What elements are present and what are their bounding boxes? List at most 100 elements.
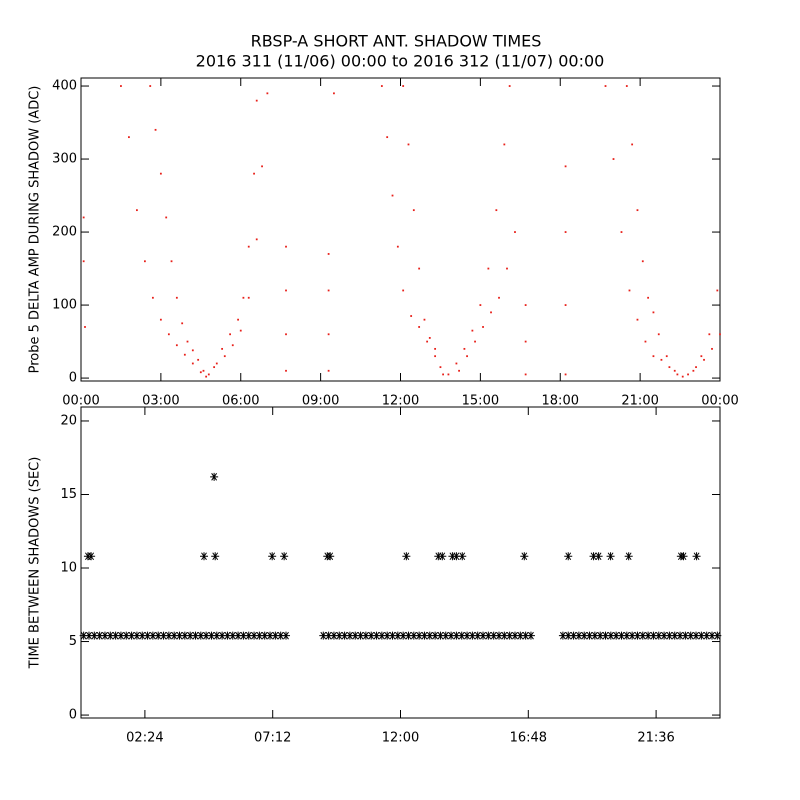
data-point (670, 631, 679, 640)
data-point (665, 355, 668, 358)
data-point (396, 245, 399, 248)
data-point (191, 631, 200, 640)
data-point (207, 631, 216, 640)
data-point (428, 337, 431, 339)
data-point (463, 347, 466, 350)
data-point (490, 311, 492, 314)
y-tick-label: 200 (52, 225, 77, 240)
data-point (601, 631, 610, 640)
data-point (380, 85, 383, 87)
data-point (697, 631, 706, 640)
data-point (649, 631, 658, 640)
data-point (434, 347, 437, 350)
data-point (82, 260, 85, 263)
data-point (181, 322, 184, 325)
data-point (229, 333, 231, 336)
data-point (215, 362, 218, 365)
data-point (508, 85, 511, 87)
data-point (234, 631, 243, 640)
data-point (327, 253, 330, 255)
data-point (692, 552, 701, 561)
data-point (657, 333, 660, 336)
data-point (84, 631, 93, 640)
y-tick-label: 5 (69, 634, 77, 649)
data-point (132, 631, 141, 640)
data-point (393, 631, 402, 640)
x-tick-label: 00:00 (62, 394, 99, 409)
data-point (285, 245, 287, 248)
x-tick-label: 06:00 (222, 394, 259, 409)
data-point (692, 369, 695, 372)
data-point (425, 631, 434, 640)
data-point (420, 631, 429, 640)
data-point (210, 472, 219, 481)
data-point (191, 349, 194, 352)
data-point (660, 358, 663, 361)
data-point (495, 209, 498, 212)
chart-title: RBSP-A SHORT ANT. SHADOW TIMES (251, 32, 542, 51)
data-point (644, 340, 647, 343)
data-point (505, 631, 514, 640)
data-point (340, 631, 349, 640)
x-tick-label: 09:00 (302, 394, 339, 409)
data-point (495, 631, 504, 640)
data-point (116, 631, 125, 640)
data-point (574, 631, 583, 640)
data-point (276, 631, 285, 640)
data-point (404, 631, 413, 640)
data-point (474, 340, 476, 343)
data-point (647, 296, 650, 299)
data-point (122, 631, 131, 640)
data-point (280, 552, 289, 561)
y-tick-label: 15 (60, 487, 77, 502)
data-point (695, 366, 697, 369)
data-point (700, 355, 703, 358)
data-point (468, 631, 477, 640)
data-point (503, 143, 506, 146)
y-tick-label: 10 (60, 561, 77, 576)
data-point (183, 353, 186, 356)
data-point (558, 631, 567, 640)
data-point (386, 136, 389, 139)
data-point (186, 631, 195, 640)
x-tick-label: 21:00 (621, 394, 658, 409)
data-point (399, 631, 408, 640)
data-point (268, 552, 277, 561)
data-point (412, 209, 415, 212)
data-point (439, 366, 442, 369)
x-tick-label: 07:12 (254, 731, 291, 746)
data-point (482, 326, 484, 328)
data-point (367, 631, 376, 640)
data-point (324, 631, 333, 640)
data-point (218, 631, 227, 640)
data-point (239, 329, 242, 332)
y-tick-label: 0 (69, 371, 77, 386)
data-point (628, 289, 631, 292)
data-point (253, 172, 255, 175)
data-point (668, 366, 671, 369)
x-tick-label: 12:00 (382, 394, 419, 409)
data-point (665, 631, 674, 640)
data-point (564, 231, 567, 233)
data-point (660, 631, 669, 640)
data-point (329, 631, 338, 640)
data-point (391, 194, 394, 197)
data-point (636, 209, 639, 212)
data-point (239, 631, 248, 640)
data-point (590, 631, 599, 640)
data-point (197, 358, 200, 361)
x-tick-label: 21:36 (637, 731, 674, 746)
data-point (383, 631, 392, 640)
data-point (255, 99, 258, 102)
data-point (564, 304, 567, 306)
chart-subtitle: 2016 311 (11/06) 00:00 to 2016 312 (11/0… (196, 52, 605, 71)
data-point (452, 631, 461, 640)
data-point (199, 371, 202, 374)
data-point (327, 369, 330, 372)
data-point (622, 631, 631, 640)
data-point (200, 552, 209, 561)
data-point (686, 631, 695, 640)
data-point (333, 92, 335, 95)
y-tick-label: 100 (52, 298, 77, 313)
data-point (266, 631, 275, 640)
